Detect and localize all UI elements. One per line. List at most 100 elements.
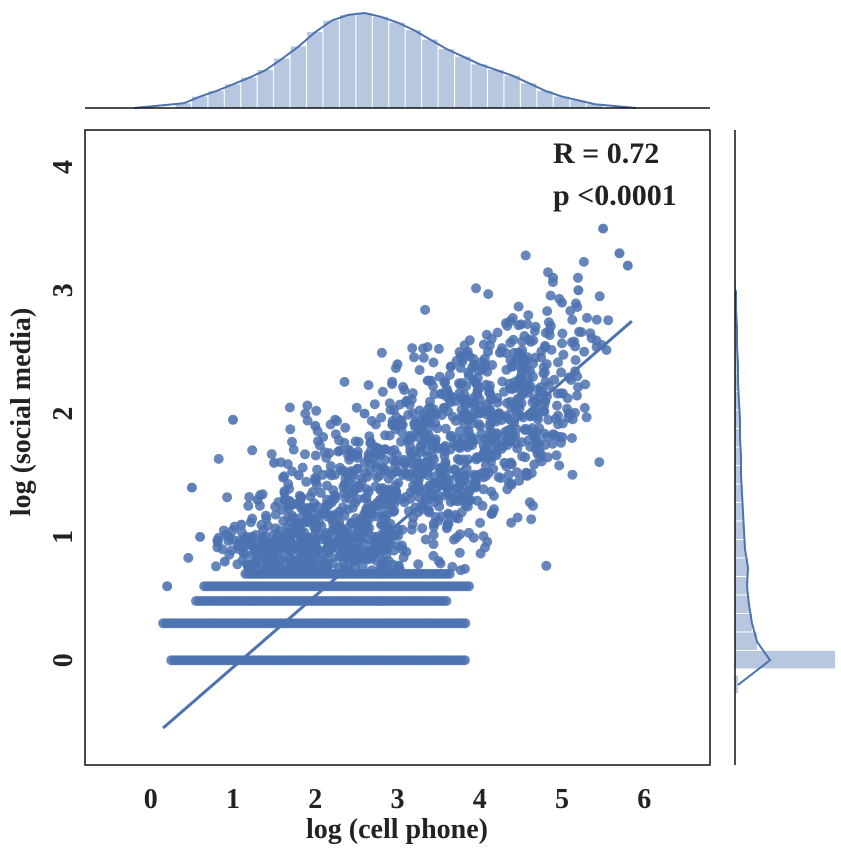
y-tick-label: 1 (48, 530, 79, 544)
scatter-point (268, 530, 279, 540)
right-histogram-bar (735, 558, 748, 576)
scatter-point (338, 482, 349, 492)
scatter-point (532, 384, 543, 395)
scatter-point (391, 466, 401, 477)
scatter-point (484, 387, 495, 398)
top-histogram-bar (224, 84, 241, 109)
scatter-point (217, 544, 228, 555)
scatter-point (315, 487, 326, 498)
scatter-point (299, 527, 310, 538)
scatter-point (474, 394, 485, 405)
scatter-point (514, 475, 525, 486)
scatter-point (477, 500, 488, 511)
scatter-point (557, 297, 567, 308)
scatter-point (417, 523, 428, 534)
scatter-point (334, 445, 345, 456)
scatter-point (372, 472, 383, 483)
scatter-point (499, 457, 510, 468)
scatter-point (563, 412, 574, 423)
scatter-points (158, 223, 633, 666)
y-tick-labels: 0 1 2 3 4 (48, 160, 79, 667)
scatter-point (493, 472, 504, 483)
scatter-point (342, 523, 353, 534)
scatter-point (287, 436, 297, 447)
scatter-point (598, 223, 609, 234)
scatter-point (480, 460, 491, 470)
scatter-point (445, 497, 456, 507)
scatter-point (409, 352, 419, 363)
scatter-point (594, 457, 605, 468)
scatter-point (330, 491, 341, 502)
scatter-point (396, 415, 407, 426)
scatter-point (438, 471, 449, 482)
scatter-point (460, 618, 471, 629)
scatter-point (516, 348, 527, 359)
scatter-point (266, 449, 277, 460)
scatter-point (409, 465, 420, 476)
top-histogram-bar (471, 64, 487, 108)
right-histogram-bar (735, 503, 743, 521)
x-tick-label: 3 (391, 784, 405, 815)
top-histogram-bar (175, 103, 191, 109)
scatter-point (299, 544, 310, 555)
scatter-point (503, 469, 514, 480)
scatter-point (457, 353, 468, 364)
scatter-point (433, 343, 444, 354)
scatter-point (404, 430, 415, 441)
scatter-point (408, 408, 419, 419)
scatter-point (536, 456, 547, 467)
top-histogram-bar (372, 16, 389, 108)
scatter-point (228, 414, 238, 425)
top-histogram-bar (257, 70, 274, 108)
scatter-point (322, 562, 333, 573)
scatter-point (464, 581, 474, 592)
scatter-point (311, 405, 322, 416)
scatter-point (523, 435, 534, 446)
scatter-point (213, 453, 224, 464)
scatter-point (496, 443, 507, 454)
scatter-point (294, 499, 305, 510)
scatter-point (414, 485, 424, 496)
x-tick-label: 6 (637, 784, 651, 815)
scatter-point (240, 540, 251, 550)
right-histogram-bar (735, 484, 742, 502)
top-histogram-bar (520, 83, 537, 108)
scatter-point (459, 340, 470, 351)
scatter-point (351, 402, 362, 413)
scatter-point (454, 454, 465, 465)
scatter-point (379, 556, 390, 567)
scatter-point (285, 516, 296, 527)
scatter-point (512, 512, 523, 523)
scatter-point (251, 559, 262, 569)
scatter-point (441, 596, 452, 606)
scatter-point (183, 552, 194, 563)
scatter-point (318, 507, 329, 518)
scatter-point (261, 551, 272, 562)
scatter-point (466, 436, 477, 447)
scatter-point (428, 357, 439, 368)
scatter-point (322, 494, 333, 505)
scatter-point (520, 383, 531, 394)
right-histogram-bar (735, 521, 744, 539)
scatter-point (258, 525, 269, 536)
scatter-point (393, 560, 404, 571)
scatter-point (300, 449, 310, 460)
scatter-point (262, 561, 273, 572)
scatter-point (457, 487, 468, 498)
scatter-point (483, 289, 494, 300)
scatter-point (520, 250, 531, 261)
scatter-point (244, 492, 255, 502)
scatter-point (520, 452, 531, 463)
scatter-point (243, 500, 254, 511)
scatter-point (591, 314, 602, 325)
scatter-point (277, 531, 288, 542)
scatter-point (232, 559, 243, 570)
scatter-point (396, 436, 406, 447)
scatter-point (457, 410, 467, 421)
scatter-point (380, 454, 391, 465)
scatter-point (313, 436, 323, 447)
top-histogram-bar (504, 75, 520, 108)
scatter-point (353, 437, 364, 447)
scatter-point (360, 506, 371, 517)
scatter-point (340, 492, 351, 503)
